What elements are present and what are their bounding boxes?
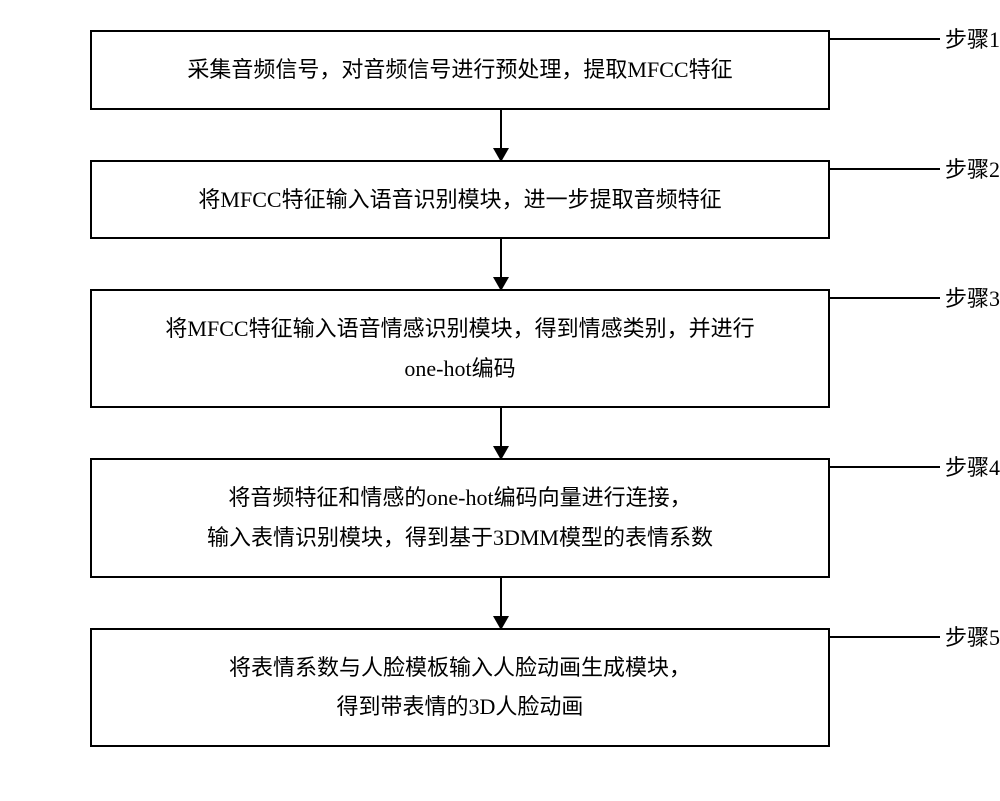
step-text-4-line1: 将音频特征和情感的one-hot编码向量进行连接， bbox=[112, 478, 808, 518]
step-row-4: 将音频特征和情感的one-hot编码向量进行连接， 输入表情识别模块，得到基于3… bbox=[40, 458, 960, 577]
step-label-2: 步骤2 bbox=[945, 152, 1000, 184]
step-label-4: 步骤4 bbox=[945, 450, 1000, 482]
step-box-5: 将表情系数与人脸模板输入人脸动画生成模块， 得到带表情的3D人脸动画 bbox=[90, 628, 830, 747]
step-row-1: 采集音频信号，对音频信号进行预处理，提取MFCC特征 步骤1 bbox=[40, 30, 960, 110]
arrow-2 bbox=[130, 239, 920, 289]
step-connector-4 bbox=[830, 466, 940, 468]
arrow-4 bbox=[130, 578, 920, 628]
step-text-5-line1: 将表情系数与人脸模板输入人脸动画生成模块， bbox=[112, 648, 808, 688]
arrow-1 bbox=[130, 110, 920, 160]
arrow-line-1 bbox=[500, 110, 502, 150]
step-label-1: 步骤1 bbox=[945, 22, 1000, 54]
step-connector-1 bbox=[830, 38, 940, 40]
step-text-5-line2: 得到带表情的3D人脸动画 bbox=[112, 687, 808, 727]
step-box-1: 采集音频信号，对音频信号进行预处理，提取MFCC特征 bbox=[90, 30, 830, 110]
step-text-4-line2: 输入表情识别模块，得到基于3DMM模型的表情系数 bbox=[112, 518, 808, 558]
arrow-line-4 bbox=[500, 578, 502, 618]
step-connector-3 bbox=[830, 297, 940, 299]
step-text-3-line1: 将MFCC特征输入语音情感识别模块，得到情感类别，并进行 bbox=[112, 309, 808, 349]
step-row-5: 将表情系数与人脸模板输入人脸动画生成模块， 得到带表情的3D人脸动画 步骤5 bbox=[40, 628, 960, 747]
step-box-4: 将音频特征和情感的one-hot编码向量进行连接， 输入表情识别模块，得到基于3… bbox=[90, 458, 830, 577]
arrow-3 bbox=[130, 408, 920, 458]
flowchart-container: 采集音频信号，对音频信号进行预处理，提取MFCC特征 步骤1 将MFCC特征输入… bbox=[40, 30, 960, 747]
step-row-3: 将MFCC特征输入语音情感识别模块，得到情感类别，并进行 one-hot编码 步… bbox=[40, 289, 960, 408]
step-connector-5 bbox=[830, 636, 940, 638]
step-box-2: 将MFCC特征输入语音识别模块，进一步提取音频特征 bbox=[90, 160, 830, 240]
step-label-3: 步骤3 bbox=[945, 281, 1000, 313]
step-box-3: 将MFCC特征输入语音情感识别模块，得到情感类别，并进行 one-hot编码 bbox=[90, 289, 830, 408]
step-row-2: 将MFCC特征输入语音识别模块，进一步提取音频特征 步骤2 bbox=[40, 160, 960, 240]
step-connector-2 bbox=[830, 168, 940, 170]
step-label-5: 步骤5 bbox=[945, 620, 1000, 652]
step-text-1: 采集音频信号，对音频信号进行预处理，提取MFCC特征 bbox=[187, 57, 732, 82]
arrow-line-2 bbox=[500, 239, 502, 279]
arrow-line-3 bbox=[500, 408, 502, 448]
step-text-3-line2: one-hot编码 bbox=[112, 349, 808, 389]
step-text-2: 将MFCC特征输入语音识别模块，进一步提取音频特征 bbox=[198, 187, 721, 212]
